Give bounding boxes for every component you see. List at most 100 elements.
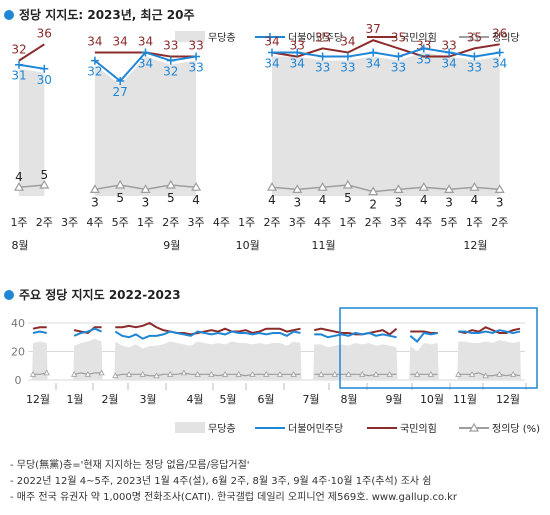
jp-point <box>191 181 202 191</box>
independent-area <box>457 340 521 380</box>
ppp-data-label: 33 <box>163 39 178 53</box>
x-tick-label: 4주 <box>213 216 230 229</box>
month-label: 8월 <box>11 239 28 252</box>
legend-swatch-independent <box>175 31 205 42</box>
jp-point <box>208 370 215 377</box>
ppp-data-label: 33 <box>441 39 456 53</box>
dp-point <box>166 56 175 65</box>
jp-line <box>115 372 301 377</box>
section1-header: 정당 지지도: 2023년, 최근 20주 <box>4 6 195 23</box>
dp-data-label: 34 <box>290 56 305 70</box>
ppp-line <box>73 326 102 335</box>
jp-point <box>276 370 284 377</box>
month-label: 9월 <box>163 239 180 252</box>
section1-title: 정당 지지도: 2023년, 최근 20주 <box>19 8 195 22</box>
ppp-data-label: 34 <box>87 34 102 48</box>
jp-point <box>13 181 25 191</box>
dp-data-label: 33 <box>467 61 482 75</box>
jp-point <box>89 184 100 193</box>
dp-point <box>343 52 352 61</box>
jp-line <box>33 372 47 375</box>
jp-point <box>427 370 435 377</box>
highlight-box <box>339 307 538 389</box>
legend-label: 더불어민주당 <box>288 423 343 435</box>
jp-point <box>194 370 201 377</box>
month-label: 11월 <box>453 393 477 406</box>
x-tick-label: 4주 <box>415 216 432 229</box>
bullet-dot-icon <box>4 9 14 20</box>
jp-line <box>271 184 500 193</box>
month-label: 7월 <box>302 393 319 406</box>
jp-point <box>372 370 380 377</box>
jp-data-label: 3 <box>395 195 403 209</box>
jp-point <box>345 370 352 377</box>
jp-data-label: 5 <box>167 191 175 205</box>
independent-area <box>114 341 302 380</box>
dp-point <box>293 48 302 57</box>
jp-point <box>29 370 37 377</box>
x-tick-label: 4주 <box>314 216 331 229</box>
dp-data-label: 33 <box>315 61 330 75</box>
dp-data-label: 31 <box>11 69 26 83</box>
jp-point <box>444 184 455 193</box>
month-label: 2월 <box>101 393 118 406</box>
jp-point <box>180 369 188 376</box>
jp-point <box>84 370 92 377</box>
legend-marker-3 <box>468 31 480 41</box>
month-label: 12월 <box>26 393 50 406</box>
ppp-data-label: 37 <box>366 22 381 36</box>
jp-point <box>235 370 242 377</box>
bullet-dot-icon <box>4 289 14 300</box>
x-tick-label: 1주 <box>238 216 255 229</box>
independent-area <box>32 341 48 380</box>
jp-point <box>139 370 146 377</box>
jp-point <box>509 370 517 377</box>
jp-point <box>140 184 151 193</box>
x-tick-label: 2주 <box>491 216 508 229</box>
x-tick-label: 5주 <box>112 216 129 229</box>
jp-line <box>314 373 397 377</box>
ppp-data-label: 34 <box>264 34 279 48</box>
ppp-line <box>18 43 45 62</box>
x-tick-label: 3주 <box>390 216 407 229</box>
month-label: 10월 <box>420 393 444 406</box>
jp-point <box>494 184 505 193</box>
ppp-data-label: 34 <box>113 34 128 48</box>
dp-line <box>272 47 500 58</box>
legend-label: 무당층 <box>208 423 236 435</box>
independent-area <box>94 56 197 197</box>
legend-label: 무당층 <box>208 32 236 44</box>
ppp-data-label: 34 <box>138 34 153 48</box>
jp-data-label: 5 <box>116 191 124 205</box>
jp-point <box>98 369 105 376</box>
dp-point <box>40 64 49 73</box>
y-tick-label: 0 <box>15 374 22 387</box>
dp-point <box>495 48 504 57</box>
dp-data-label: 34 <box>441 56 456 70</box>
x-tick-label: 2주 <box>162 216 179 229</box>
jp-data-label: 3 <box>91 195 99 209</box>
section2-header: 주요 정당 지지도 2022-2023 <box>4 286 181 303</box>
month-label: 1월 <box>66 393 83 406</box>
dp-point <box>394 52 403 61</box>
dp-line <box>18 63 45 70</box>
jp-point <box>221 370 229 377</box>
dp-point <box>268 48 276 57</box>
jp-point <box>482 372 489 379</box>
jp-point <box>266 181 278 191</box>
independent-area <box>73 338 103 380</box>
dp-line <box>114 330 301 340</box>
dp-point <box>192 52 201 61</box>
ppp-data-label: 35 <box>467 30 482 44</box>
jp-data-label: 3 <box>496 195 504 209</box>
jp-point <box>386 370 393 377</box>
month-label: 12월 <box>496 393 520 406</box>
jp-point <box>368 186 379 196</box>
month-label: 10월 <box>236 239 260 252</box>
jp-line <box>18 184 45 188</box>
jp-point <box>43 369 50 376</box>
x-tick-label: 2주 <box>365 216 382 229</box>
jp-point <box>455 370 462 377</box>
ppp-data-label: 35 <box>391 30 406 44</box>
ppp-line <box>115 321 301 336</box>
